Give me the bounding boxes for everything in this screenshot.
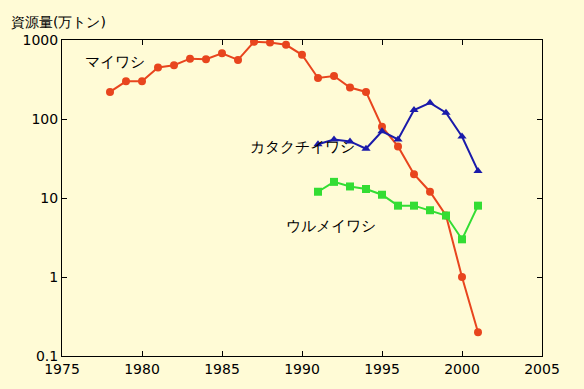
svg-text:2005: 2005 bbox=[524, 361, 560, 377]
svg-text:1980: 1980 bbox=[124, 361, 160, 377]
svg-text:カタクチイワシ: カタクチイワシ bbox=[250, 138, 355, 156]
svg-text:資源量(万トン): 資源量(万トン) bbox=[11, 14, 106, 30]
svg-text:100: 100 bbox=[31, 111, 58, 127]
svg-text:0.1: 0.1 bbox=[36, 348, 58, 364]
svg-text:10: 10 bbox=[40, 190, 58, 206]
svg-text:2000: 2000 bbox=[444, 361, 480, 377]
svg-text:1995: 1995 bbox=[364, 361, 400, 377]
svg-text:マイワシ: マイワシ bbox=[85, 53, 145, 71]
svg-text:1: 1 bbox=[49, 269, 58, 285]
svg-text:ウルメイワシ: ウルメイワシ bbox=[286, 217, 376, 235]
svg-text:1000: 1000 bbox=[23, 32, 59, 48]
svg-text:1975: 1975 bbox=[44, 361, 80, 377]
svg-text:1985: 1985 bbox=[204, 361, 240, 377]
svg-text:1990: 1990 bbox=[284, 361, 320, 377]
